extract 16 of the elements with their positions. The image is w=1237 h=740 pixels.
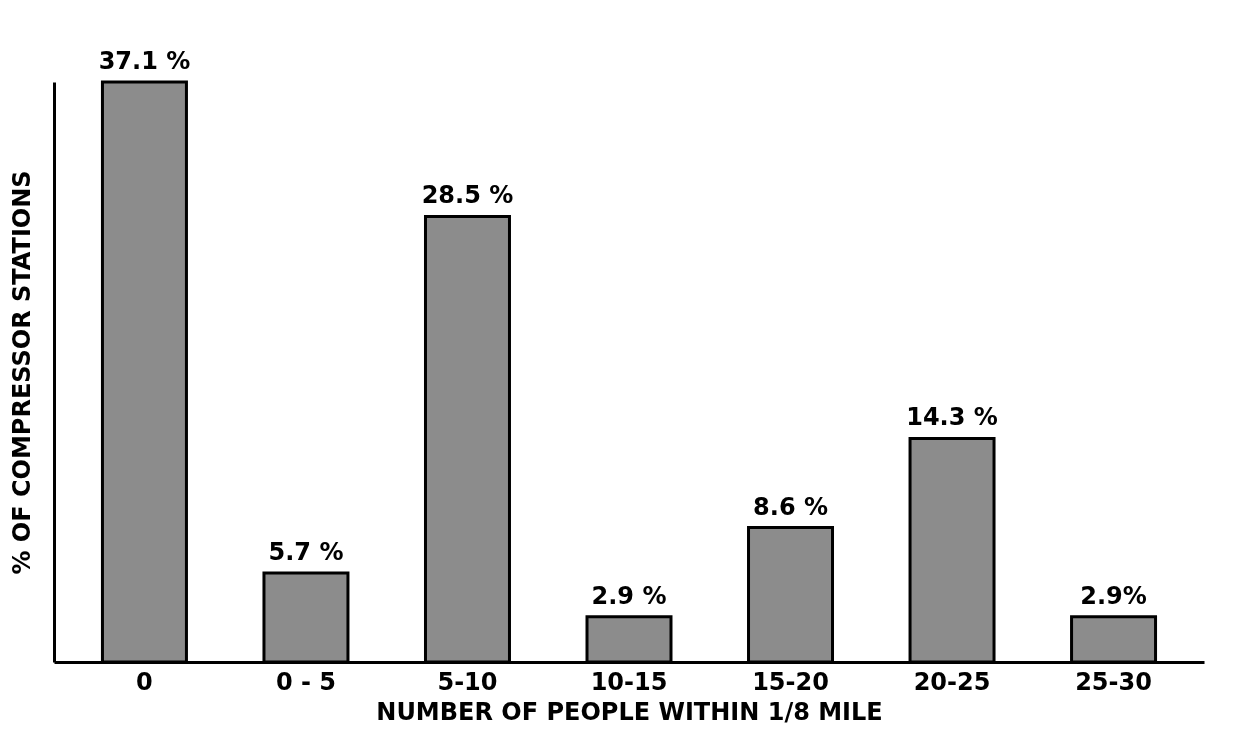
data-label: 5.7 % [268, 537, 344, 566]
x-tick-label: 10-15 [590, 667, 668, 696]
x-axis-title: NUMBER OF PEOPLE WITHIN 1/8 MILE [376, 697, 883, 726]
x-tick-label: 20-25 [913, 667, 991, 696]
data-label: 2.9 % [591, 581, 667, 610]
y-axis-title: % OF COMPRESSOR STATIONS [7, 170, 36, 575]
x-tick-label: 5-10 [437, 667, 498, 696]
data-label: 37.1 % [98, 47, 191, 75]
data-label: 8.6 % [753, 492, 828, 521]
x-tick-label: 25-30 [1075, 667, 1152, 696]
x-tick-label: 0 [136, 667, 153, 696]
x-tick-label: 0 - 5 [275, 667, 337, 696]
data-label: 28.5 % [421, 181, 514, 210]
data-label: 2.9% [1080, 581, 1147, 610]
data-label: 14.3 % [906, 403, 998, 432]
x-tick-label: 15-20 [752, 667, 829, 696]
